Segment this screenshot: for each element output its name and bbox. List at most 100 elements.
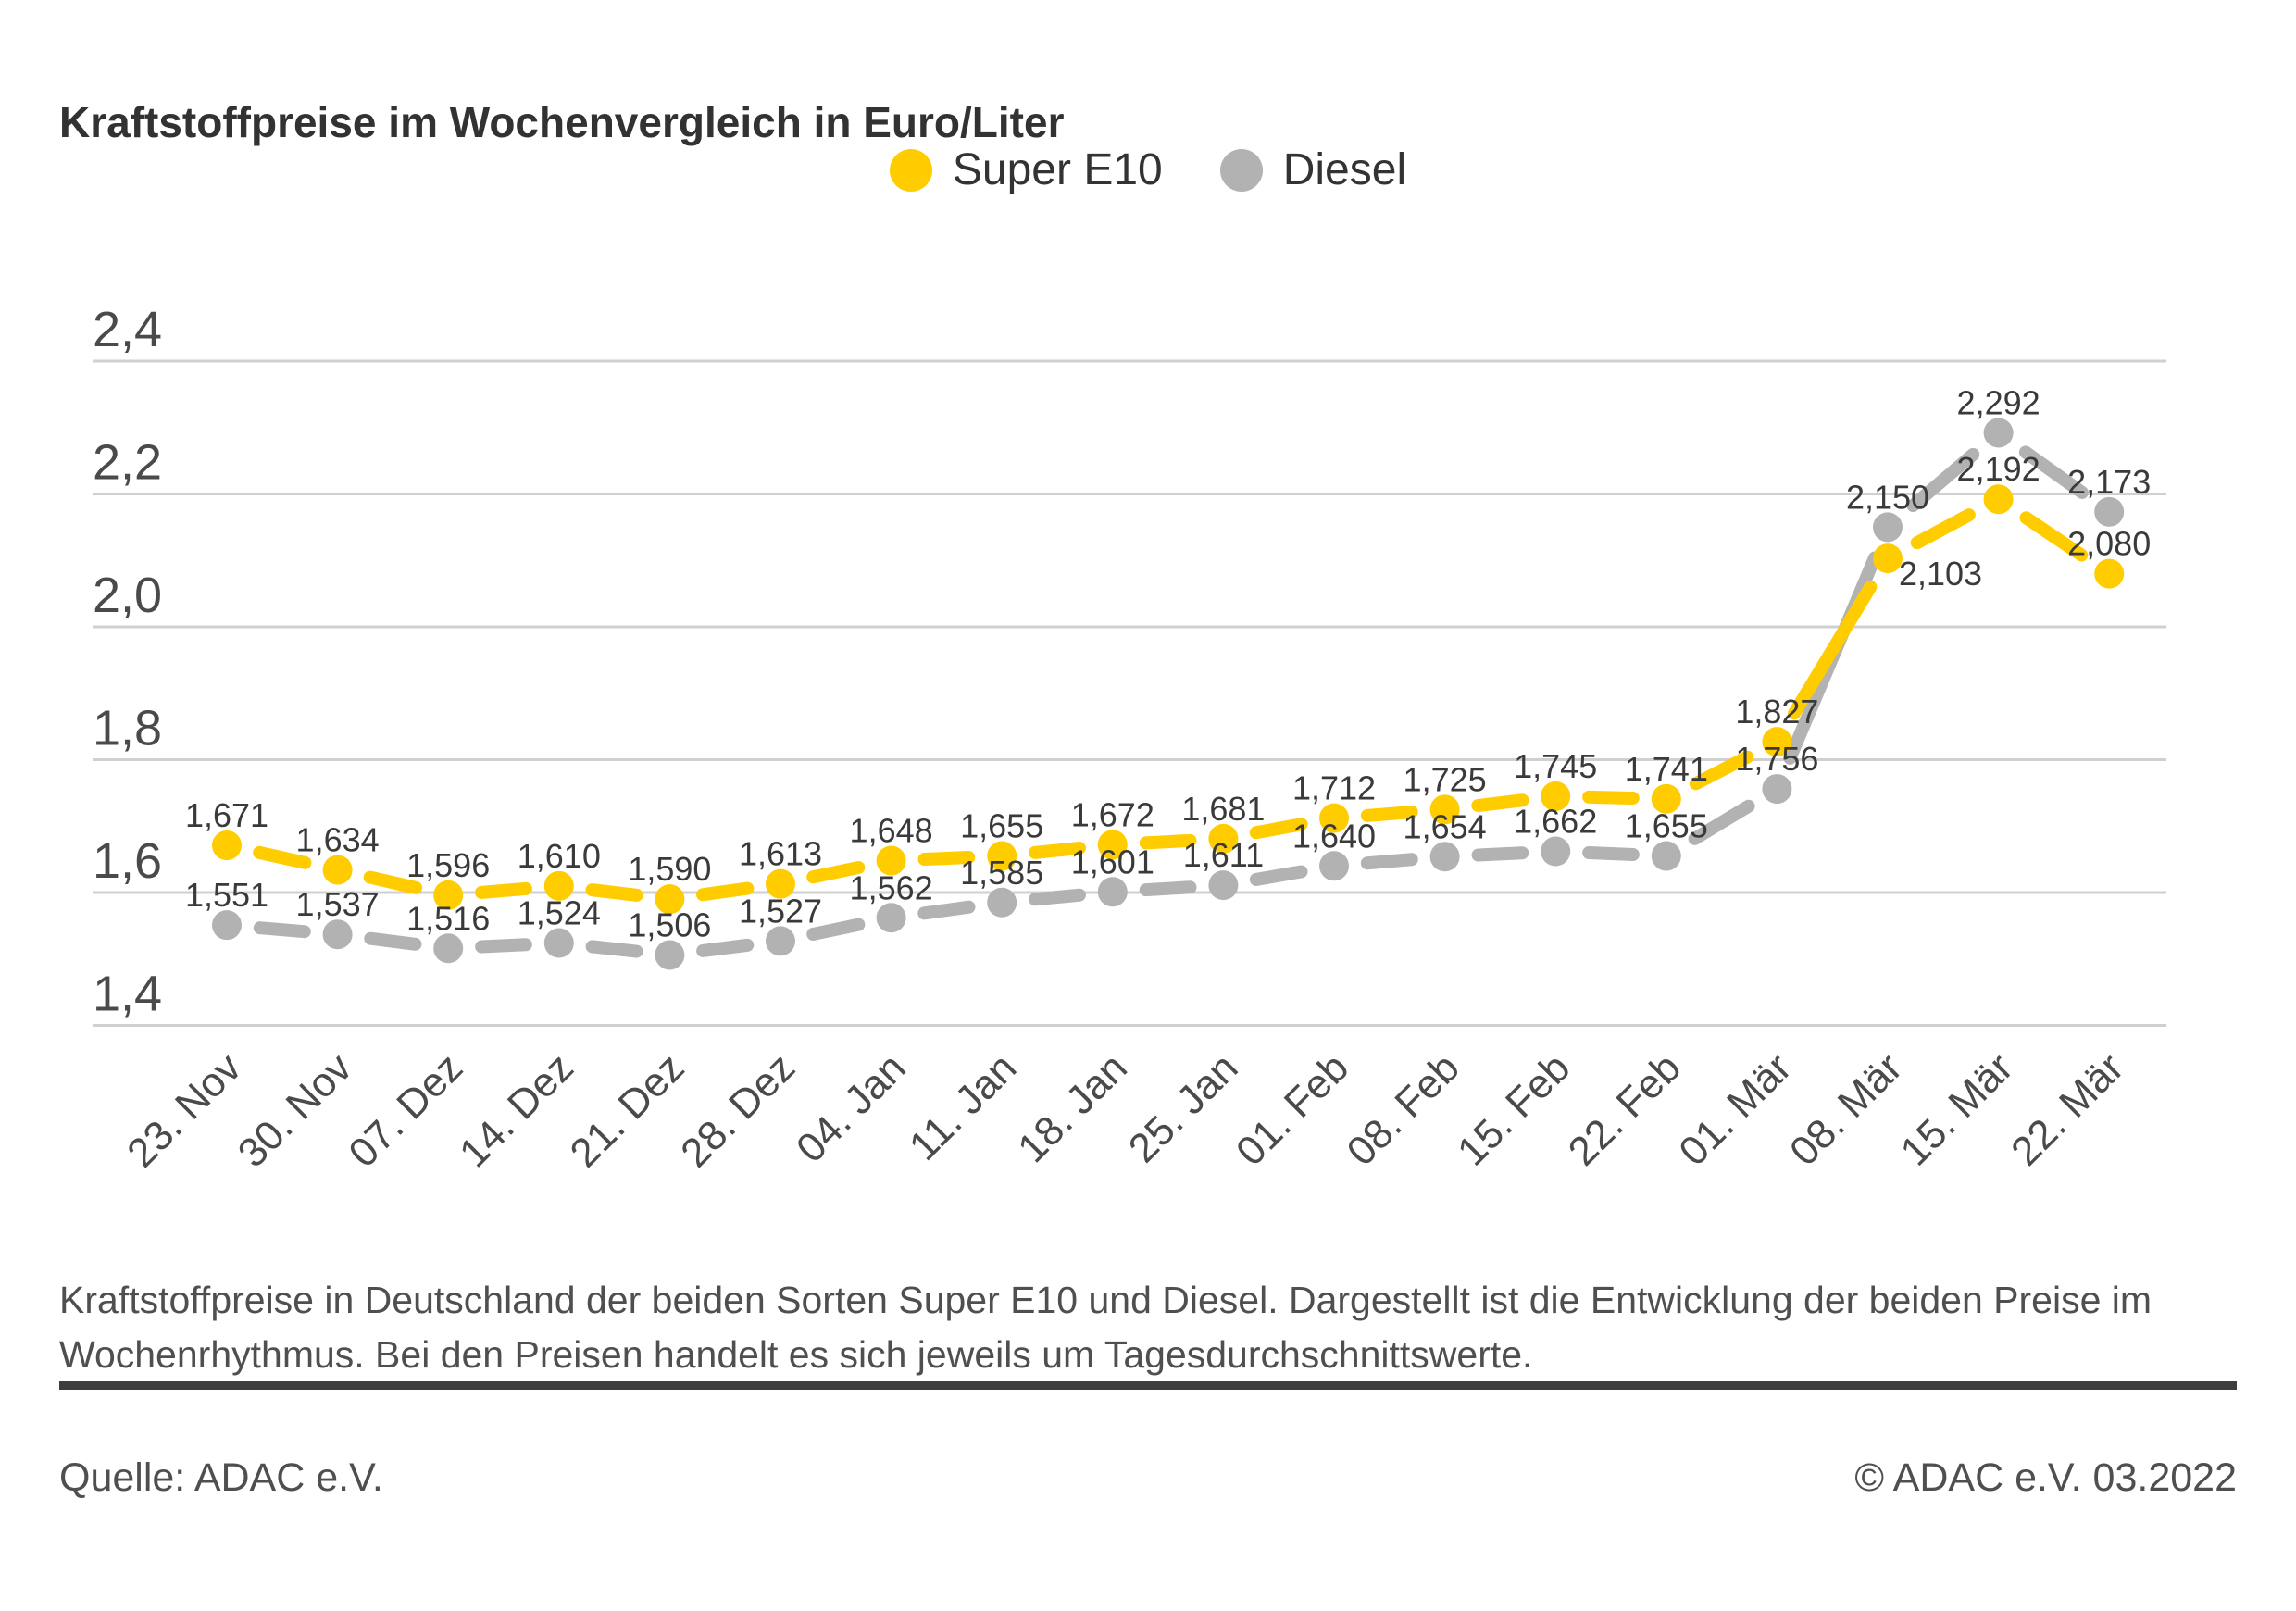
data-label-super-e10: 1,745 xyxy=(1514,747,1597,785)
data-point-diesel xyxy=(987,887,1017,918)
series-line-super-e10 xyxy=(917,851,976,867)
data-label-diesel: 1,640 xyxy=(1292,817,1376,855)
data-label-diesel: 2,292 xyxy=(1957,383,2040,421)
series-line-diesel xyxy=(1471,846,1529,862)
series-line-super-e10 xyxy=(696,881,755,902)
x-axis-tick-label: 28. Dez xyxy=(672,1044,804,1176)
x-axis-tick-label: 04. Jan xyxy=(788,1044,915,1171)
x-axis-tick-label: 23. Nov xyxy=(119,1044,250,1176)
x-axis-tick-label: 01. Feb xyxy=(1228,1044,1357,1174)
data-point-super-e10 xyxy=(1208,823,1239,854)
footer: Quelle: ADAC e.V. © ADAC e.V. 03.2022 xyxy=(59,1455,2237,1501)
series-line-super-e10 xyxy=(363,870,423,894)
series-line-super-e10 xyxy=(1360,806,1418,822)
data-label-super-e10: 1,741 xyxy=(1625,750,1708,788)
series-line-super-e10 xyxy=(2019,511,2089,562)
data-point-diesel xyxy=(1208,870,1239,901)
data-point-super-e10 xyxy=(1983,484,2014,515)
series-line-diesel xyxy=(1249,865,1308,886)
data-point-super-e10 xyxy=(1873,543,1903,574)
series-line-super-e10 xyxy=(253,845,312,869)
series-line-diesel xyxy=(475,938,532,954)
data-label-diesel: 1,516 xyxy=(406,899,490,937)
series-line-diesel xyxy=(364,931,422,951)
data-point-super-e10 xyxy=(322,855,353,885)
data-label-super-e10: 1,613 xyxy=(739,835,822,873)
data-point-diesel xyxy=(1429,842,1460,872)
data-label-super-e10: 1,610 xyxy=(518,837,601,875)
series-line-super-e10 xyxy=(585,883,643,902)
source-text: Quelle: ADAC e.V. xyxy=(59,1455,383,1500)
x-axis-tick-label: 22. Feb xyxy=(1560,1044,1690,1174)
legend-swatch-diesel-icon xyxy=(1219,148,1263,192)
page-title: Kraftstoffpreise im Wochenvergleich in E… xyxy=(59,97,1065,146)
data-label-super-e10: 2,192 xyxy=(1957,450,2040,488)
data-point-super-e10 xyxy=(433,880,464,910)
data-label-diesel: 1,506 xyxy=(628,905,711,943)
data-point-super-e10 xyxy=(766,868,795,899)
series-line-diesel xyxy=(1029,888,1086,906)
data-point-diesel xyxy=(1319,851,1349,881)
data-label-super-e10: 1,725 xyxy=(1404,760,1487,798)
data-point-diesel xyxy=(766,926,795,956)
data-point-super-e10 xyxy=(1541,781,1571,811)
series-line-super-e10 xyxy=(1029,841,1086,859)
y-axis-tick-label: 1,4 xyxy=(93,967,162,1022)
x-axis-tick-label: 18. Jan xyxy=(1009,1044,1136,1171)
chart-description: Kraftstoffpreise in Deutschland der beid… xyxy=(59,1279,2152,1377)
x-axis-tick-label: 11. Jan xyxy=(901,1044,1025,1168)
data-label-diesel: 1,551 xyxy=(185,876,268,914)
data-point-diesel xyxy=(433,933,464,964)
data-label-diesel: 1,524 xyxy=(518,894,601,932)
series-line-diesel xyxy=(1688,799,1755,845)
x-axis-tick-label: 08. Feb xyxy=(1339,1044,1468,1174)
data-point-super-e10 xyxy=(876,845,906,876)
series-line-super-e10 xyxy=(1788,580,1878,720)
data-label-super-e10: 1,655 xyxy=(960,807,1043,845)
data-label-diesel: 1,601 xyxy=(1071,843,1154,880)
data-label-super-e10: 1,681 xyxy=(1181,790,1265,828)
data-label-diesel: 1,562 xyxy=(850,868,933,906)
x-axis-tick-label: 01. Mär xyxy=(1670,1044,1800,1174)
legend-item-super-e10: Super E10 xyxy=(889,144,1163,195)
x-axis-tick-label: 14. Dez xyxy=(451,1044,582,1176)
series-line-diesel xyxy=(1360,853,1418,870)
data-label-super-e10: 1,648 xyxy=(850,812,933,850)
data-point-super-e10 xyxy=(2094,558,2125,589)
series-line-diesel xyxy=(1906,447,1980,513)
series-line-super-e10 xyxy=(1471,793,1529,813)
data-label-diesel: 1,537 xyxy=(296,885,380,923)
series-line-diesel xyxy=(253,921,311,939)
data-label-super-e10: 1,596 xyxy=(406,846,490,884)
series-line-diesel xyxy=(2018,445,2089,499)
series-line-super-e10 xyxy=(1582,790,1640,805)
y-axis-tick-label: 1,6 xyxy=(93,833,162,889)
x-axis-tick-label: 30. Nov xyxy=(230,1044,361,1176)
data-label-super-e10: 1,590 xyxy=(628,850,711,888)
data-label-diesel: 1,585 xyxy=(960,854,1043,892)
footer-divider xyxy=(59,1381,2237,1390)
data-point-diesel xyxy=(1762,774,1792,805)
data-label-super-e10: 1,671 xyxy=(185,796,268,834)
data-point-diesel xyxy=(1873,512,1903,543)
series-line-diesel xyxy=(1582,846,1640,862)
data-label-diesel: 1,756 xyxy=(1735,740,1818,778)
data-point-diesel xyxy=(1541,836,1571,867)
x-axis-tick-label: 15. Feb xyxy=(1449,1044,1578,1174)
data-label-diesel: 2,150 xyxy=(1846,478,1929,516)
y-axis-tick-label: 2,0 xyxy=(93,568,162,623)
data-point-super-e10 xyxy=(1651,783,1681,814)
chart-legend: Super E10 Diesel xyxy=(0,144,2296,195)
data-point-diesel xyxy=(876,903,906,933)
data-label-diesel: 1,654 xyxy=(1404,807,1487,845)
series-line-diesel xyxy=(917,900,976,920)
data-label-diesel: 1,655 xyxy=(1625,807,1708,845)
legend-label-diesel: Diesel xyxy=(1282,145,1407,194)
copyright-text: © ADAC e.V. 03.2022 xyxy=(1854,1455,2237,1500)
data-point-diesel xyxy=(1651,841,1681,871)
data-label-super-e10: 1,634 xyxy=(296,821,380,859)
data-point-diesel xyxy=(1983,418,2014,448)
series-line-super-e10 xyxy=(1249,818,1308,840)
data-point-diesel xyxy=(2094,496,2125,527)
